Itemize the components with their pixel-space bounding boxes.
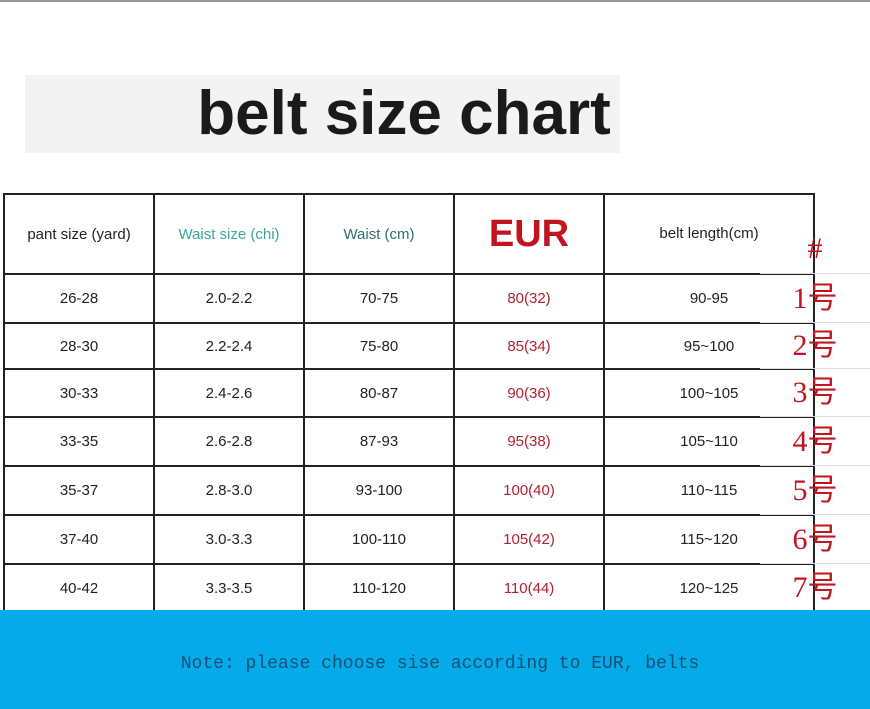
header-waist-chi: Waist size (chi): [153, 193, 305, 275]
table-cell: 2.8-3.0: [153, 465, 305, 516]
table-cell: 100(40): [453, 465, 605, 516]
table-cell: 80-87: [303, 368, 455, 418]
table-cell: 93-100: [303, 465, 455, 516]
title-background: [25, 75, 620, 153]
size-number: 2号: [760, 323, 870, 369]
page-title: belt size chart: [197, 79, 611, 148]
table-cell: 3.0-3.3: [153, 514, 305, 565]
header-pant-size: pant size (yard): [3, 193, 155, 275]
table-cell: 33-35: [3, 416, 155, 467]
header-waist-cm: Waist (cm): [303, 193, 455, 275]
table-row: 30-33 2.4-2.6 80-87 90(36) 100~105: [3, 368, 815, 418]
table-cell: 85(34): [453, 322, 605, 370]
table-cell: 70-75: [303, 273, 455, 324]
table-cell: 90(36): [453, 368, 605, 418]
table-cell: 75-80: [303, 322, 455, 370]
size-table: pant size (yard) Waist size (chi) Waist …: [3, 193, 815, 613]
table-cell: 115~120: [603, 514, 815, 565]
table-cell: 3.3-3.5: [153, 563, 305, 613]
table-cell: 28-30: [3, 322, 155, 370]
top-border: [0, 0, 870, 2]
table-row: 37-40 3.0-3.3 100-110 105(42) 115~120: [3, 514, 815, 565]
table-cell: 110-120: [303, 563, 455, 613]
size-number: 6号: [760, 515, 870, 564]
size-number: 1号: [760, 274, 870, 323]
table-cell: 26-28: [3, 273, 155, 324]
table-row: 35-37 2.8-3.0 93-100 100(40) 110~115: [3, 465, 815, 516]
table-row: 33-35 2.6-2.8 87-93 95(38) 105~110: [3, 416, 815, 467]
table-row: 26-28 2.0-2.2 70-75 80(32) 90-95: [3, 273, 815, 324]
header-belt-length: belt length(cm): [603, 193, 815, 275]
table-cell: 87-93: [303, 416, 455, 467]
table-cell: 105~110: [603, 416, 815, 467]
table-cell: 105(42): [453, 514, 605, 565]
header-number: #: [760, 225, 870, 274]
table-cell: 110(44): [453, 563, 605, 613]
table-cell: 37-40: [3, 514, 155, 565]
note-band: [0, 610, 870, 709]
table-cell: 100~105: [603, 368, 815, 418]
table-cell: 90-95: [603, 273, 815, 324]
size-number: 5号: [760, 466, 870, 515]
table-cell: 110~115: [603, 465, 815, 516]
table-cell: 2.6-2.8: [153, 416, 305, 467]
size-number: 4号: [760, 417, 870, 466]
table-cell: 35-37: [3, 465, 155, 516]
header-row: pant size (yard) Waist size (chi) Waist …: [3, 193, 815, 275]
note-text: Note: please choose sise according to EU…: [180, 654, 700, 674]
table-row: 28-30 2.2-2.4 75-80 85(34) 95~100: [3, 322, 815, 370]
table-cell: 2.2-2.4: [153, 322, 305, 370]
size-number: 7号: [760, 564, 870, 612]
table-cell: 30-33: [3, 368, 155, 418]
table-cell: 2.0-2.2: [153, 273, 305, 324]
table-cell: 95~100: [603, 322, 815, 370]
table-cell: 2.4-2.6: [153, 368, 305, 418]
table-cell: 95(38): [453, 416, 605, 467]
table-cell: 100-110: [303, 514, 455, 565]
size-number: 3号: [760, 369, 870, 417]
table-cell: 40-42: [3, 563, 155, 613]
header-eur: EUR: [453, 193, 605, 275]
table-row: 40-42 3.3-3.5 110-120 110(44) 120~125: [3, 563, 815, 613]
table-cell: 80(32): [453, 273, 605, 324]
